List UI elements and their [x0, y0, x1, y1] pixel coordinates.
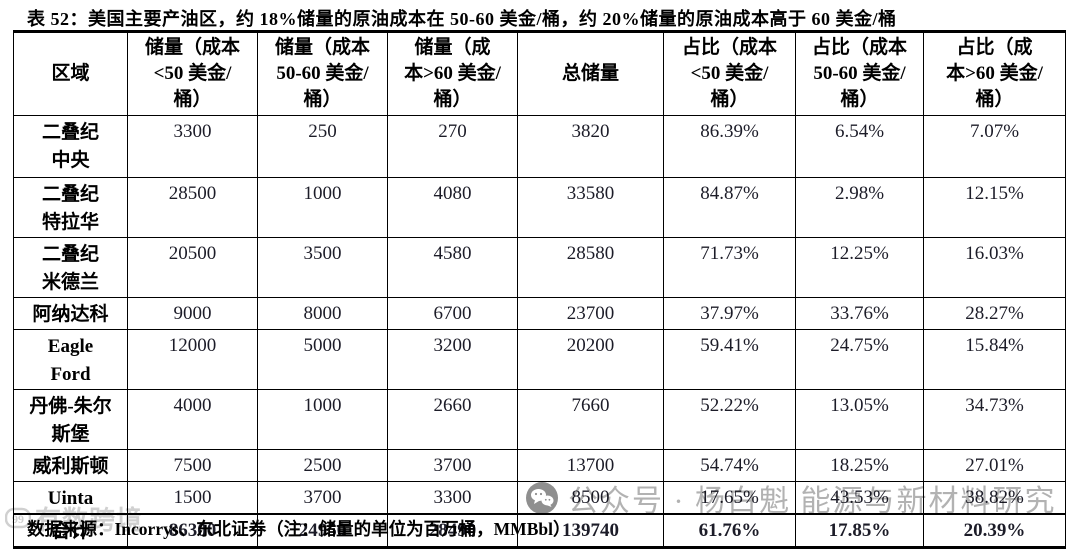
column-header: 储量（成本 50-60 美金/ 桶）	[257, 31, 388, 116]
value-cell: 3700	[257, 481, 388, 515]
column-header: 占比（成 本>60 美金/ 桶）	[923, 31, 1066, 116]
value-cell: 1000	[257, 389, 388, 450]
table-row: 二叠纪 米德兰 20500 3500 4580 28580 71.73% 12.25% 16.…	[13, 237, 1066, 298]
column-header: 储量（成本 <50 美金/ 桶）	[127, 31, 258, 116]
value-cell: 20200	[517, 329, 664, 390]
value-cell: 13.05%	[795, 389, 924, 450]
value-cell: 3200	[387, 329, 518, 390]
value-cell: 38.82%	[923, 481, 1066, 515]
table-row: 威利斯顿 7500 2500 3700 13700 54.74% 18.25% 27.01%	[13, 449, 1066, 482]
value-cell: 3300	[127, 115, 258, 178]
value-cell: 18.25%	[795, 449, 924, 482]
value-cell: 3300	[387, 481, 518, 515]
region-cell: Eagle Ford	[13, 329, 128, 390]
table-title: 表 52：美国主要产油区，约 18%储量的原油成本在 50-60 美金/桶，约 …	[27, 9, 897, 29]
value-cell: 20500	[127, 237, 258, 298]
value-cell: 52.22%	[663, 389, 796, 450]
source-note: 数据来源：Incorrys、东北证券（注：储量的单位为百万桶，MMBbl）	[27, 519, 571, 539]
value-cell: 34.73%	[923, 389, 1066, 450]
value-cell: 54.74%	[663, 449, 796, 482]
region-cell: 丹佛-朱尔 斯堡	[13, 389, 128, 450]
value-cell: 3700	[387, 449, 518, 482]
value-cell: 6700	[387, 297, 518, 330]
table-row: Eagle Ford 12000 5000 3200 20200 59.41% 24.75%…	[13, 329, 1066, 390]
value-cell: 250	[257, 115, 388, 178]
table-body: 二叠纪 中央 3300 250 270 3820 86.39% 6.54% 7.07% 二叠纪 …	[13, 115, 1066, 548]
column-header: 总储量	[517, 31, 664, 116]
region-cell: 二叠纪 中央	[13, 115, 128, 178]
value-cell: 5000	[257, 329, 388, 390]
oil-region-table: 区域 储量（成本 <50 美金/ 桶） 储量（成本 50-60 美金/ 桶） 储量（成…	[13, 30, 1066, 549]
value-cell: 86300	[127, 513, 258, 548]
value-cell: 15.84%	[923, 329, 1066, 390]
value-cell: 2.98%	[795, 177, 924, 238]
value-cell: 3500	[257, 237, 388, 298]
value-cell: 33.76%	[795, 297, 924, 330]
table-header: 区域 储量（成本 <50 美金/ 桶） 储量（成本 50-60 美金/ 桶） 储量（成…	[13, 31, 1066, 116]
value-cell: 8000	[257, 297, 388, 330]
value-cell: 4000	[127, 389, 258, 450]
table-row: Uinta 1500 3700 3300 8500 17.65% 43.53% 38.82%	[13, 481, 1066, 515]
value-cell: 71.73%	[663, 237, 796, 298]
value-cell: 2500	[257, 449, 388, 482]
value-cell: 33580	[517, 177, 664, 238]
value-cell: 16.03%	[923, 237, 1066, 298]
value-cell: 12000	[127, 329, 258, 390]
value-cell: 4580	[387, 237, 518, 298]
region-cell: 二叠纪 米德兰	[13, 237, 128, 298]
value-cell: 2660	[387, 389, 518, 450]
region-cell: 二叠纪 特拉华	[13, 177, 128, 238]
value-cell: 270	[387, 115, 518, 178]
value-cell: 7.07%	[923, 115, 1066, 178]
value-cell: 84.87%	[663, 177, 796, 238]
column-header: 储量（成 本>60 美金/ 桶）	[387, 31, 518, 116]
value-cell: 3820	[517, 115, 664, 178]
column-header: 占比（成本 <50 美金/ 桶）	[663, 31, 796, 116]
value-cell: 43.53%	[795, 481, 924, 515]
value-cell: 28580	[517, 237, 664, 298]
value-cell: 8500	[517, 481, 664, 515]
value-cell: 61.76%	[663, 513, 796, 548]
value-cell: 12.25%	[795, 237, 924, 298]
table-row: 合计 86300 24950 28490 139740 61.76% 17.85% 20.39…	[13, 513, 1066, 548]
value-cell: 20.39%	[923, 513, 1066, 548]
table-row: 阿纳达科 9000 8000 6700 23700 37.97% 33.76% 28.27%	[13, 297, 1066, 330]
value-cell: 27.01%	[923, 449, 1066, 482]
value-cell: 1500	[127, 481, 258, 515]
region-cell: Uinta	[13, 481, 128, 515]
value-cell: 9000	[127, 297, 258, 330]
region-cell: 威利斯顿	[13, 449, 128, 482]
value-cell: 4080	[387, 177, 518, 238]
value-cell: 24.75%	[795, 329, 924, 390]
header-row: 区域 储量（成本 <50 美金/ 桶） 储量（成本 50-60 美金/ 桶） 储量（成…	[13, 31, 1066, 116]
value-cell: 12.15%	[923, 177, 1066, 238]
table-row: 丹佛-朱尔 斯堡 4000 1000 2660 7660 52.22% 13.05% 34.7…	[13, 389, 1066, 450]
table-row: 二叠纪 中央 3300 250 270 3820 86.39% 6.54% 7.07%	[13, 115, 1066, 178]
value-cell: 28490	[387, 513, 518, 548]
value-cell: 6.54%	[795, 115, 924, 178]
region-cell: 合计	[13, 513, 128, 548]
value-cell: 28.27%	[923, 297, 1066, 330]
value-cell: 37.97%	[663, 297, 796, 330]
table-row: 二叠纪 特拉华 28500 1000 4080 33580 84.87% 2.98% 12.1…	[13, 177, 1066, 238]
value-cell: 7500	[127, 449, 258, 482]
region-cell: 阿纳达科	[13, 297, 128, 330]
value-cell: 23700	[517, 297, 664, 330]
column-header: 区域	[13, 31, 128, 116]
value-cell: 28500	[127, 177, 258, 238]
value-cell: 86.39%	[663, 115, 796, 178]
value-cell: 17.85%	[795, 513, 924, 548]
value-cell: 1000	[257, 177, 388, 238]
value-cell: 13700	[517, 449, 664, 482]
value-cell: 17.65%	[663, 481, 796, 515]
value-cell: 59.41%	[663, 329, 796, 390]
value-cell: 7660	[517, 389, 664, 450]
column-header: 占比（成本 50-60 美金/ 桶）	[795, 31, 924, 116]
